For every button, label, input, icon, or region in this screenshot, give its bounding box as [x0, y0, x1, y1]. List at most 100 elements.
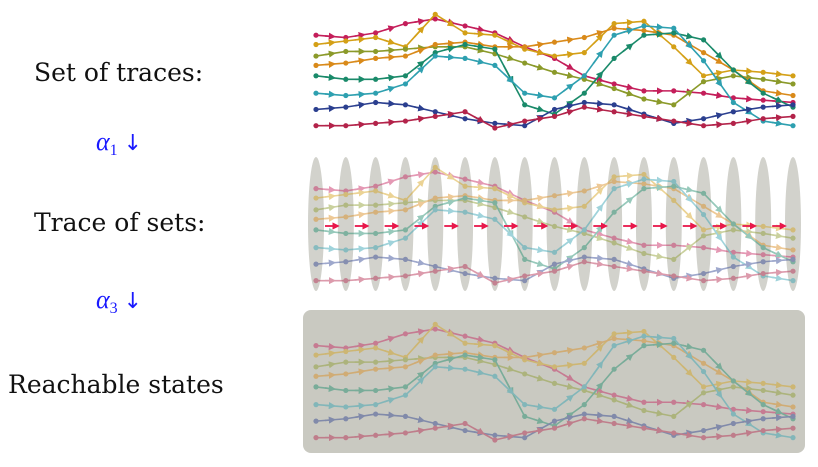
trace-arrow — [772, 114, 784, 122]
trace-arrow — [652, 29, 664, 37]
trace-arrow — [742, 249, 754, 257]
state-point — [313, 32, 319, 38]
state-point — [641, 343, 647, 349]
state-point — [790, 435, 796, 441]
state-point — [581, 188, 587, 194]
state-set-ellipse — [516, 157, 533, 291]
trace-arrow — [592, 360, 604, 375]
state-point — [462, 183, 468, 189]
trace-arrow — [503, 65, 514, 84]
trace-arrow — [772, 425, 784, 434]
state-set-ellipse — [397, 157, 414, 291]
trace-arrow — [652, 252, 664, 260]
state-point — [492, 354, 498, 360]
trace-arrow — [741, 76, 753, 86]
state-point — [551, 53, 558, 59]
state-point — [551, 223, 558, 229]
state-point — [700, 360, 707, 366]
trace-arrow — [413, 336, 425, 349]
trace-arrow — [562, 83, 574, 92]
state-point — [522, 273, 528, 279]
trace-arrow — [384, 99, 396, 108]
trace-arrow — [533, 115, 545, 123]
state-point — [432, 263, 438, 270]
trace-arrow — [742, 406, 754, 414]
trace-arrow — [622, 401, 634, 408]
trace-arrow — [503, 365, 515, 373]
trace-arrow — [473, 178, 486, 186]
state-point — [343, 247, 349, 253]
state-point — [432, 360, 438, 366]
trace-arrow — [413, 65, 425, 77]
state-point — [671, 197, 677, 203]
state-point — [671, 186, 677, 192]
state-point — [700, 347, 707, 353]
state-point — [551, 266, 558, 272]
trace-arrow — [384, 25, 396, 33]
state-point — [462, 41, 468, 48]
state-set-ellipse — [755, 157, 772, 291]
trace-arrow — [324, 186, 337, 194]
state-point — [402, 207, 409, 213]
state-point — [462, 195, 468, 201]
state-point — [402, 273, 409, 279]
trace-arrow — [384, 85, 396, 93]
alpha3-symbol: α — [96, 285, 110, 314]
state-point — [611, 235, 617, 241]
trace-arrow — [712, 367, 724, 375]
state-point — [551, 261, 558, 267]
state-point — [671, 399, 677, 405]
state-point — [581, 384, 587, 390]
state-point — [790, 81, 796, 87]
state-point — [432, 321, 438, 327]
trace-arrow — [324, 104, 337, 113]
trace-arrow — [413, 371, 425, 381]
state-point — [373, 209, 379, 215]
state-point — [671, 183, 677, 189]
trace-arrow — [324, 73, 337, 81]
trace-arrow — [473, 199, 486, 207]
state-point — [432, 169, 438, 175]
trace-arrow — [712, 57, 724, 65]
trace-arrow — [742, 429, 754, 437]
state-point — [492, 373, 498, 379]
trace-arrow — [533, 202, 545, 210]
trace-arrow — [682, 342, 694, 350]
state-point — [313, 343, 319, 349]
state-point — [492, 197, 498, 203]
state-point — [402, 73, 409, 79]
trace-arrow — [354, 413, 366, 421]
trace-arrow — [324, 349, 337, 358]
state-point — [551, 406, 558, 412]
state-point — [432, 268, 438, 274]
state-point — [760, 69, 766, 75]
state-point — [611, 174, 617, 180]
state-point — [641, 250, 647, 257]
trace-arrow — [443, 19, 455, 27]
trace-arrow — [593, 99, 605, 108]
state-point — [671, 118, 677, 124]
state-point — [373, 432, 379, 438]
state-point — [700, 211, 707, 218]
state-point — [790, 254, 796, 260]
state-point — [790, 102, 796, 108]
state-point — [671, 413, 677, 419]
state-point — [313, 195, 319, 201]
state-point — [730, 275, 736, 281]
state-point — [581, 254, 587, 260]
state-point — [522, 245, 528, 251]
trace-arrow — [682, 54, 693, 66]
trace-arrow — [444, 265, 456, 273]
state-point — [462, 354, 468, 360]
state-point — [611, 55, 617, 62]
state-point — [402, 46, 409, 52]
state-point — [671, 256, 677, 262]
state-point — [700, 123, 707, 129]
trace-arrow — [652, 176, 664, 184]
state-point — [492, 280, 498, 286]
state-point — [730, 221, 736, 227]
trace-arrow — [593, 30, 605, 37]
state-point — [492, 275, 498, 281]
state-set-ellipse — [785, 157, 801, 291]
state-point — [700, 390, 707, 396]
